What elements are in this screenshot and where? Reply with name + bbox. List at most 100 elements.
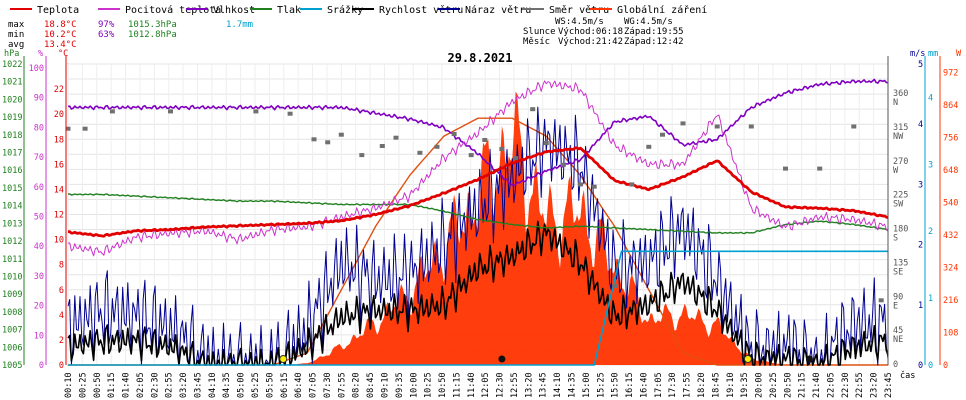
legend-label: Rychlost větru [379,4,463,16]
time-tick: 00:10 [64,372,74,398]
legend-label: Náraz větru [465,4,531,16]
radiation-area [68,91,888,365]
c-tick: 12 [54,211,64,221]
c-tick: 18 [54,135,64,145]
w-tick: 432 [943,231,958,241]
hpa-tick: 1022 [2,60,22,70]
wind-direction-mark [253,109,259,114]
dir-tick-letter: S [893,234,898,244]
time-tick: 16:15 [625,372,635,398]
time-tick: 22:55 [855,372,865,398]
time-tick: 12:05 [481,372,491,398]
wind-direction-mark [82,126,88,131]
legend-label: Teplota [37,5,79,16]
hpa-tick: 1018 [2,131,22,141]
wind-direction-mark [851,124,857,129]
time-tick: 21:15 [798,372,808,398]
time-tick: 00:25 [78,372,88,398]
time-tick: 09:35 [395,372,405,398]
wind-direction-mark [513,156,519,161]
w-tick: 756 [943,133,958,143]
time-tick: 20:25 [769,372,779,398]
legend-label: Srážky [327,4,363,16]
wind-direction-mark [560,162,566,167]
pct-tick: 30 [34,272,44,282]
wind-direction-mark [591,184,597,189]
pct-tick: 80 [34,123,44,133]
info-moonrise: Východ:21:42 [558,37,623,47]
w-tick: 0 [943,361,948,371]
pct-axis-label: % [38,49,43,59]
feels-like-line [67,80,889,257]
time-tick: 17:05 [654,372,664,398]
pct-tick: 10 [34,331,44,341]
dir-tick: 90 [893,292,903,302]
wind-direction-mark [499,147,505,151]
dir-tick: 270 [893,157,908,167]
wind-direction-mark [287,111,293,116]
wind-direction-mark [680,121,686,126]
w-tick: 108 [943,329,958,339]
time-tick: 23:45 [884,372,894,398]
pct-tick: 20 [34,302,44,312]
pressure-line [67,193,889,235]
ms-tick: 5 [918,60,923,70]
stat-temp: 10.2°C [44,30,77,40]
w-tick: 864 [943,101,958,111]
time-tick: 02:30 [150,372,160,398]
dir-tick: 180 [893,225,908,235]
wind-direction-mark [530,107,536,112]
stat-rain: 1.7mm [226,20,253,30]
w-tick: 540 [943,199,958,209]
time-tick: 10:25 [424,372,434,398]
time-tick: 03:20 [179,372,189,398]
stat-pressure: 1015.3hPa [128,20,177,30]
legend-label: Tlak [277,5,301,16]
pct-tick: 70 [34,153,44,163]
time-tick: 18:45 [711,372,721,398]
time-tick: 21:40 [812,372,822,398]
legend-label: Pocitová teplota [125,4,221,16]
c-tick: 22 [54,85,64,95]
wind-direction-mark [817,166,823,171]
c-tick: 10 [54,236,64,246]
w-tick: 972 [943,68,958,78]
dir-tick: 0 [893,360,898,370]
time-tick: 11:15 [452,372,462,398]
time-tick: 20:00 [755,372,765,398]
dir-tick-letter: W [893,166,899,176]
time-tick: 13:20 [524,372,534,398]
w-tick: 324 [943,264,958,274]
info-sun-label: Slunce [523,27,556,37]
temperature-line [67,146,889,238]
c-tick: 20 [54,110,64,120]
hpa-tick: 1012 [2,237,22,247]
time-tick: 06:40 [294,372,304,398]
time-tick: 01:40 [122,372,132,398]
c-axis-label: °C [58,49,68,59]
legend-label: Vlhkost [213,5,255,16]
time-tick: 05:00 [237,372,247,398]
hpa-tick: 1020 [2,95,22,105]
wind-direction-mark [311,137,317,142]
chart-title: 29.8.2021 [447,51,512,65]
sun-marker [743,355,752,363]
hpa-tick: 1015 [2,184,22,194]
hpa-tick: 1007 [2,326,22,336]
wind-direction-mark [338,132,344,137]
time-tick: 12:55 [510,372,520,398]
wind-direction-mark [543,141,549,145]
time-tick: 22:30 [841,372,851,398]
hpa-tick: 1006 [2,343,22,353]
wind-direction-mark [714,124,720,129]
ms-tick: 3 [918,180,923,190]
time-tick: 17:55 [683,372,693,398]
wind-direction-mark [168,109,173,114]
mm-tick: 1 [928,294,933,304]
hpa-tick: 1005 [2,361,22,371]
dir-tick-letter: N [893,98,898,108]
mm-tick: 2 [928,227,933,237]
pct-tick: 0 [39,361,44,371]
wind-direction-mark [660,132,665,137]
time-tick: 04:10 [208,372,218,398]
